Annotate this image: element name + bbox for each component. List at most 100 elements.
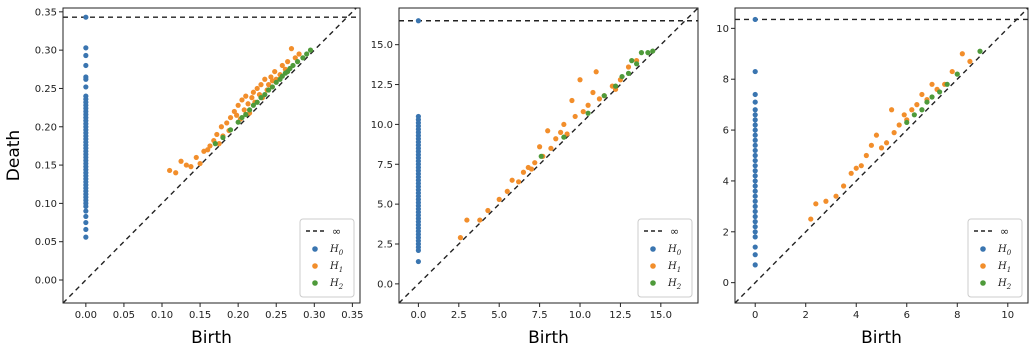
point-h1 [808, 216, 814, 222]
y-tick-label: 15.0 [371, 40, 393, 51]
plot-frame [398, 7, 699, 304]
legend-label-h0: H0 [667, 244, 682, 257]
point-h2 [936, 89, 943, 95]
point-h2 [290, 62, 296, 69]
point-h2 [250, 102, 256, 108]
point-h2 [227, 127, 234, 133]
point-h0 [752, 68, 758, 75]
y-tick-label: 8 [723, 75, 729, 86]
point-h1 [537, 144, 543, 150]
point-h2 [601, 93, 607, 99]
legend: ∞ H0 H1 H2 [299, 218, 355, 298]
chart-panel-1: 0.00 0.05 0.10 0.15 0.20 0.25 0.30 0.35 0.00 0.05… [4, 7, 364, 347]
point-h0 [752, 224, 758, 230]
x-tick-label: 0.10 [151, 310, 173, 321]
x-tick-label: 10.0 [569, 310, 591, 321]
point-h1 [216, 141, 222, 147]
point-h2 [919, 107, 925, 113]
diagonal-line [399, 8, 698, 303]
point-h1 [883, 140, 890, 146]
point-h1 [863, 152, 869, 159]
y-tick-label: 7.5 [377, 160, 393, 171]
y-tick-label: 0.15 [35, 161, 57, 172]
point-h2 [929, 94, 935, 100]
point-h0 [83, 45, 89, 51]
y-tick-label: 0.05 [35, 237, 57, 248]
point-h1 [258, 82, 264, 88]
point-h1 [205, 147, 211, 153]
point-h1 [564, 131, 570, 137]
point-h1 [590, 89, 596, 96]
x-tick-label: 8 [954, 310, 960, 321]
x-axis-label: Birth [861, 328, 902, 347]
point-h2 [977, 48, 983, 54]
x-tick-label: 0.15 [189, 310, 211, 321]
point-h1 [485, 207, 491, 214]
point-h2 [266, 87, 272, 93]
point-h0 [752, 132, 758, 138]
legend-swatch-h0 [980, 246, 986, 252]
y-tick-label: 0.0 [377, 279, 393, 290]
point-h1 [245, 101, 251, 107]
point-h0 [752, 262, 758, 268]
plot-frame [62, 7, 361, 304]
legend-swatch-h2 [650, 280, 656, 286]
y-tick-label: 12.5 [371, 80, 393, 91]
point-h1 [218, 124, 224, 130]
legend-swatch-h1 [312, 263, 318, 269]
x-tick-label: 6 [904, 310, 910, 321]
point-h0 [83, 208, 89, 214]
point-h2 [304, 51, 310, 57]
point-h1 [889, 107, 895, 113]
point-h0 [752, 16, 758, 23]
y-tick-label: 0.00 [35, 276, 57, 287]
point-h2 [239, 114, 245, 121]
point-h0 [752, 112, 758, 118]
point-h0 [752, 234, 758, 240]
point-h0 [752, 107, 758, 113]
point-h0 [83, 14, 89, 20]
point-h0 [752, 198, 758, 204]
point-h2 [619, 73, 625, 80]
point-h1 [569, 97, 575, 104]
point-h0 [752, 147, 758, 154]
point-h2 [954, 71, 960, 77]
legend-label-h1: H1 [329, 261, 343, 274]
point-h1 [841, 183, 847, 189]
point-h1 [545, 128, 551, 134]
y-tick-label: 10.0 [371, 120, 393, 131]
point-h0 [752, 157, 758, 164]
legend-label-h1: H1 [667, 261, 681, 274]
legend-label-h2: H2 [329, 278, 344, 291]
point-h1 [231, 108, 237, 115]
x-tick-label: 0 [752, 310, 758, 321]
point-h1 [580, 109, 586, 115]
point-h1 [235, 102, 241, 108]
point-h0 [83, 234, 89, 240]
point-h2 [561, 134, 567, 140]
point-h1 [167, 167, 173, 174]
y-tick-label: 0.30 [35, 46, 57, 57]
y-tick-label: 0.20 [35, 122, 57, 133]
point-h1 [243, 93, 249, 99]
point-h0 [752, 137, 758, 143]
point-h1 [901, 112, 907, 118]
point-h1 [909, 107, 915, 113]
point-h2 [625, 70, 632, 76]
point-h1 [272, 68, 278, 75]
y-tick-label: 6 [723, 126, 729, 137]
point-h1 [577, 77, 583, 83]
legend-label-h2: H2 [667, 278, 682, 291]
point-h2 [300, 55, 306, 61]
point-h0 [752, 127, 758, 133]
point-h1 [292, 55, 298, 61]
point-h1 [296, 51, 302, 57]
point-h2 [645, 50, 651, 56]
point-h2 [904, 119, 910, 126]
chart-panel-3: 0 2 4 6 8 10 0 2 4 6 8 10 Birth ∞ H0 H1 H2 [716, 7, 1029, 347]
point-h0 [752, 208, 758, 215]
point-h1 [457, 235, 464, 241]
point-h0 [752, 219, 758, 225]
point-h1 [823, 198, 829, 204]
